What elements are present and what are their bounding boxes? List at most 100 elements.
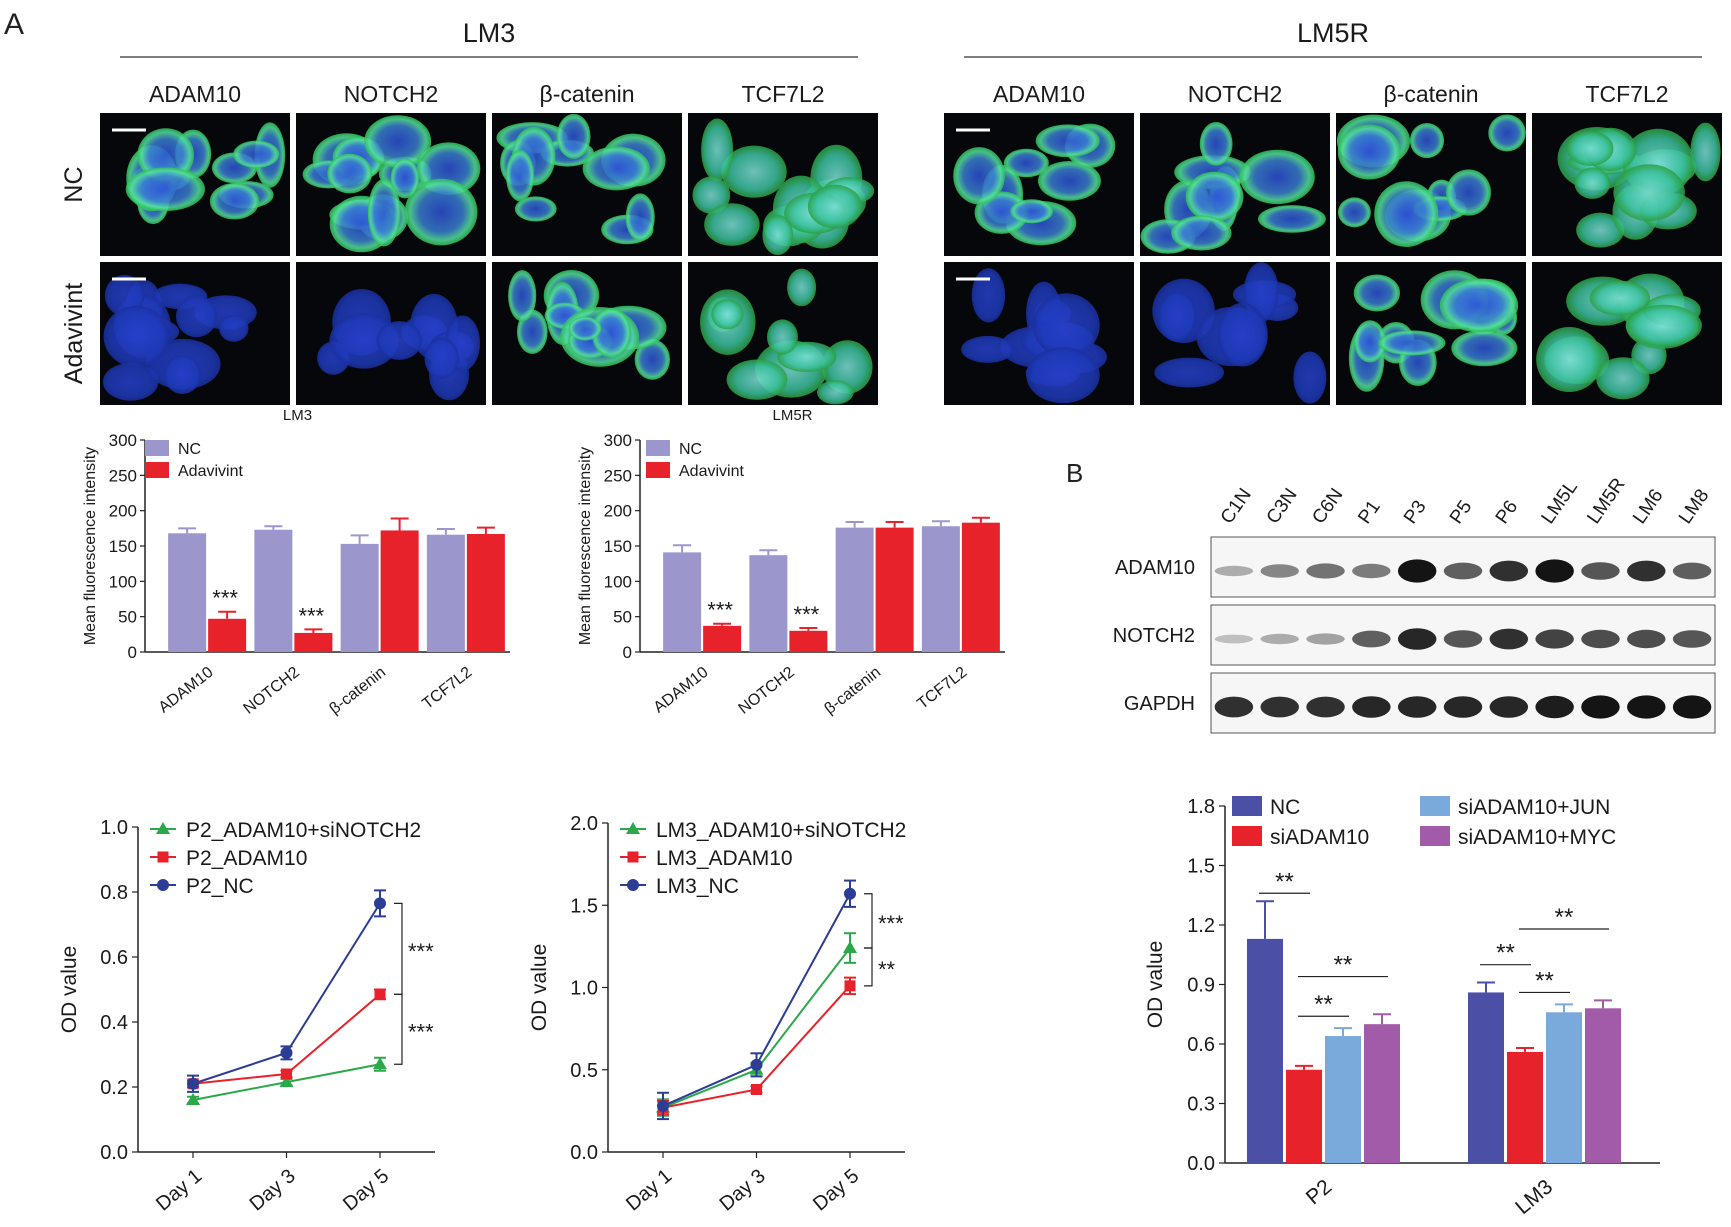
cell-cluster <box>1199 121 1233 166</box>
legend-label: NC <box>1270 796 1300 819</box>
cell-cluster <box>175 295 218 338</box>
legend-marker <box>627 851 639 863</box>
significance-mark: *** <box>408 1019 434 1044</box>
y-tick-label: 0.2 <box>100 1077 128 1099</box>
cell-cluster <box>1185 171 1244 222</box>
significance-mark: ** <box>1314 991 1333 1018</box>
lm3-od-line-chart: 0.0 0.5 1.0 1.5 2.0 OD value Day 1 Day 3 Day 5 LM… <box>528 813 906 1215</box>
legend-label: siADAM10+JUN <box>1458 796 1610 819</box>
cell-cluster <box>1446 169 1491 216</box>
cell-cluster <box>961 335 1015 363</box>
cell-cluster <box>1439 278 1519 333</box>
bar <box>1585 1008 1621 1163</box>
cell-cluster <box>1488 114 1526 152</box>
legend-swatch <box>145 462 169 478</box>
cell-cluster <box>1239 149 1315 205</box>
legend-label: siADAM10 <box>1270 826 1369 849</box>
blot-band <box>1260 633 1299 645</box>
cell-cluster <box>104 274 145 317</box>
blot-band <box>1627 629 1666 649</box>
y-tick-label: 2.0 <box>570 813 598 835</box>
bar <box>961 522 1000 652</box>
cell-cluster <box>1596 357 1650 400</box>
bar <box>208 618 247 652</box>
blot-band <box>1214 696 1254 718</box>
chart-title: LM3 <box>283 407 312 424</box>
y-tick-label: 1.0 <box>100 817 128 839</box>
blot-band <box>1306 696 1345 718</box>
y-tick-label: 1.8 <box>1187 796 1215 818</box>
data-point <box>751 1083 762 1095</box>
cell-cluster <box>103 305 170 368</box>
y-tick-label: 0.0 <box>570 1142 598 1164</box>
blot-band <box>1260 696 1299 718</box>
legend-swatch <box>1420 796 1450 816</box>
significance-mark: *** <box>794 602 820 627</box>
significance-mark: *** <box>878 911 904 936</box>
micro-group-title: LM3 <box>463 18 516 48</box>
cell-cluster <box>404 178 478 246</box>
cell-cluster <box>1337 124 1401 180</box>
cell-cluster <box>568 316 602 341</box>
legend-marker <box>157 879 169 891</box>
cell-cluster <box>219 315 249 342</box>
y-tick-label: 300 <box>604 431 632 450</box>
cell-cluster <box>137 128 195 182</box>
row-label: Adavivint <box>60 283 88 384</box>
chart-title: LM5R <box>772 407 812 424</box>
significance-bracket <box>394 993 403 1065</box>
bar <box>1325 1036 1361 1163</box>
y-tick-label: 250 <box>109 466 137 485</box>
blot-band <box>1443 696 1483 718</box>
lm5r-fluorescence-bar-chart: LM5R 0 50 100 150 200 250 300 Mean fluorescence … <box>577 407 1005 718</box>
cell-cluster <box>971 268 1006 323</box>
legend-label: P2_NC <box>186 875 254 898</box>
lane-label: P3 <box>1400 497 1431 528</box>
y-axis-label: OD value <box>528 944 551 1032</box>
data-point <box>844 980 856 992</box>
bar <box>1507 1051 1543 1163</box>
y-axis-label: Mean fluorescence intensity <box>82 447 99 645</box>
cell-cluster <box>1035 124 1100 158</box>
blot-band <box>1489 628 1529 650</box>
micro-group-title: LM5R <box>1297 18 1369 48</box>
blot-band <box>1627 560 1666 582</box>
legend-swatch <box>1420 826 1450 846</box>
data-point <box>280 1046 293 1059</box>
significance-bracket <box>864 947 873 987</box>
cell-cluster <box>721 145 787 198</box>
cell-cluster <box>1409 122 1445 159</box>
lane-label: LM5R <box>1583 474 1629 528</box>
y-axis-label: OD value <box>1144 941 1167 1029</box>
cell-cluster <box>1026 347 1100 404</box>
blot-band <box>1535 629 1574 649</box>
blot-band <box>1352 563 1391 579</box>
legend-label: P2_ADAM10 <box>186 847 307 870</box>
cell-cluster <box>1158 290 1197 342</box>
x-tick-label: ADAM10 <box>156 664 217 717</box>
cell-cluster <box>102 362 159 401</box>
x-tick-label: β-catenin <box>822 664 885 718</box>
y-tick-label: 150 <box>604 537 632 556</box>
legend-label: P2_ADAM10+siNOTCH2 <box>186 819 421 842</box>
data-point <box>750 1058 763 1071</box>
cell-cluster <box>1378 330 1446 356</box>
y-tick-label: 0.3 <box>1187 1094 1215 1116</box>
y-tick-label: 300 <box>109 431 137 450</box>
y-tick-label: 1.5 <box>1187 856 1215 878</box>
cell-cluster <box>787 268 817 307</box>
series-line <box>662 947 851 1109</box>
significance-bracket <box>394 902 403 995</box>
x-tick-label: Day 1 <box>622 1165 676 1215</box>
blot-band <box>1581 629 1620 649</box>
legend-label: LM3_ADAM10 <box>656 847 793 870</box>
cell-cluster <box>1589 280 1651 316</box>
cell-cluster <box>163 354 201 395</box>
bar <box>875 527 914 652</box>
blot-band <box>1306 563 1345 579</box>
cell-cluster <box>1038 161 1101 201</box>
blot-band <box>1352 696 1391 718</box>
cell-cluster <box>367 178 401 247</box>
legend-marker <box>157 851 169 863</box>
significance-mark: *** <box>707 598 733 623</box>
